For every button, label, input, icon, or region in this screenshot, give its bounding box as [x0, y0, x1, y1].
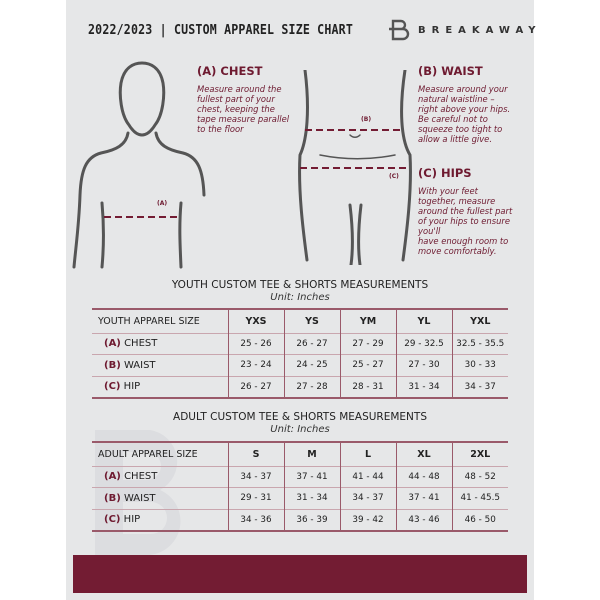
size-header: ADULT APPAREL SIZE [92, 441, 228, 466]
size-column-header: YXL [451, 308, 508, 333]
measurement-name: HIP [123, 514, 141, 525]
table-cell: 26 - 27 [283, 332, 340, 355]
chest-marker-label: (A) [157, 200, 168, 207]
youth-unit: Unit: Inches [270, 292, 330, 303]
measurement-label: (B) WAIST [92, 487, 228, 509]
brand-name: BREAKAWAY [418, 24, 542, 36]
table-cell: 30 - 33 [451, 354, 508, 376]
table-row: (B) WAIST 29 - 31 31 - 34 34 - 37 37 - 41 41 … [92, 487, 508, 509]
table-cell: 43 - 46 [395, 508, 452, 531]
table-cell: 34 - 37 [339, 487, 396, 509]
waist-hips-figure-illustration [298, 70, 412, 265]
table-cell: 25 - 26 [227, 332, 284, 355]
page-title: 2022/2023 | CUSTOM APPAREL SIZE CHART [88, 22, 353, 38]
size-column-header: S [227, 441, 284, 466]
youth-table-title: YOUTH CUSTOM TEE & SHORTS MEASUREMENTS [171, 279, 429, 291]
table-cell: 34 - 37 [227, 465, 284, 488]
table-row: (A) CHEST 25 - 26 26 - 27 27 - 29 29 - 32.5 3… [92, 332, 508, 355]
size-column-header: 2XL [451, 441, 508, 466]
hips-heading: (C) HIPS [418, 166, 472, 180]
table-cell: 41 - 45.5 [451, 487, 508, 509]
table-row: (C) HIP 26 - 27 27 - 28 28 - 31 31 - 34 34 - … [92, 375, 508, 398]
measurement-name: WAIST [123, 492, 156, 504]
table-cell: 27 - 30 [395, 354, 452, 376]
waist-description: Measure around your natural waistline – ri… [418, 84, 511, 144]
breakaway-logo-icon [389, 19, 410, 41]
hips-description: With your feet together, measure around th… [418, 186, 513, 256]
table-cell: 31 - 34 [283, 487, 340, 509]
table-cell: 46 - 50 [451, 508, 508, 531]
table-cell: 25 - 27 [339, 354, 396, 376]
chest-heading: (A) CHEST [197, 64, 263, 78]
table-cell: 34 - 37 [451, 375, 508, 398]
table-cell: 44 - 48 [395, 465, 452, 488]
size-column-header: XL [395, 441, 452, 466]
table-cell: 39 - 42 [339, 508, 396, 531]
table-cell: 23 - 24 [227, 354, 284, 376]
size-column-header: YL [395, 308, 452, 333]
table-header-row: YOUTH APPAREL SIZE YXS YS YM YL YXL [92, 308, 508, 333]
table-cell: 48 - 52 [451, 465, 508, 488]
footer-band [73, 555, 527, 593]
table-cell: 37 - 41 [395, 487, 452, 509]
table-row: (C) HIP 34 - 36 36 - 39 39 - 42 43 - 46 46 - … [92, 508, 508, 531]
measurement-name: WAIST [123, 359, 156, 371]
measurement-label: (C) HIP [92, 375, 228, 398]
table-header-row: ADULT APPAREL SIZE S M L XL 2XL [92, 441, 508, 466]
size-column-header: L [339, 441, 396, 466]
table-cell: 34 - 36 [227, 508, 284, 531]
chest-description: Measure around the fullest part of your ch… [197, 84, 290, 134]
measurement-label: (A) CHEST [92, 465, 228, 488]
size-column-header: YM [339, 308, 396, 333]
measurement-label: (A) CHEST [92, 332, 228, 355]
measurement-label: (C) HIP [92, 508, 228, 531]
measurement-name: CHEST [124, 471, 158, 483]
table-row: (A) CHEST 34 - 37 37 - 41 41 - 44 44 - 48 48 … [92, 465, 508, 488]
size-column-header: M [283, 441, 340, 466]
table-cell: 29 - 31 [227, 487, 284, 509]
table-cell: 29 - 32.5 [395, 332, 452, 355]
size-column-header: YXS [227, 308, 284, 333]
measurement-code: (B) [104, 492, 121, 504]
table-cell: 36 - 39 [283, 508, 340, 531]
measurement-code: (A) [104, 338, 121, 350]
adult-size-table: ADULT APPAREL SIZE S M L XL 2XL (A) CHEST 34 - … [92, 441, 508, 532]
measurement-code: (B) [104, 359, 121, 371]
adult-unit: Unit: Inches [270, 424, 330, 435]
table-cell: 32.5 - 35.5 [451, 332, 508, 355]
measurement-label: (B) WAIST [92, 354, 228, 376]
brand-logo: BREAKAWAY [386, 18, 542, 42]
measurement-name: HIP [123, 381, 141, 392]
adult-table-title: ADULT CUSTOM TEE & SHORTS MEASUREMENTS [173, 411, 427, 423]
table-cell: 24 - 25 [283, 354, 340, 376]
table-cell: 31 - 34 [395, 375, 452, 398]
table-cell: 26 - 27 [227, 375, 284, 398]
table-row: (B) WAIST 23 - 24 24 - 25 25 - 27 27 - 30 30 … [92, 354, 508, 376]
size-column-header: YS [283, 308, 340, 333]
size-header: YOUTH APPAREL SIZE [92, 308, 228, 333]
table-cell: 28 - 31 [339, 375, 396, 398]
measurement-code: (C) [104, 381, 121, 392]
measurement-code: (A) [104, 471, 121, 483]
measurement-code: (C) [104, 514, 121, 525]
table-cell: 27 - 29 [339, 332, 396, 355]
chest-figure-illustration [72, 61, 206, 269]
hips-marker-label: (C) [389, 173, 399, 180]
waist-heading: (B) WAIST [418, 64, 483, 78]
waist-marker-label: (B) [361, 116, 372, 123]
youth-size-table: YOUTH APPAREL SIZE YXS YS YM YL YXL (A) CHEST 2… [92, 308, 508, 399]
table-cell: 41 - 44 [339, 465, 396, 488]
table-cell: 27 - 28 [283, 375, 340, 398]
table-cell: 37 - 41 [283, 465, 340, 488]
measurement-name: CHEST [124, 338, 158, 350]
